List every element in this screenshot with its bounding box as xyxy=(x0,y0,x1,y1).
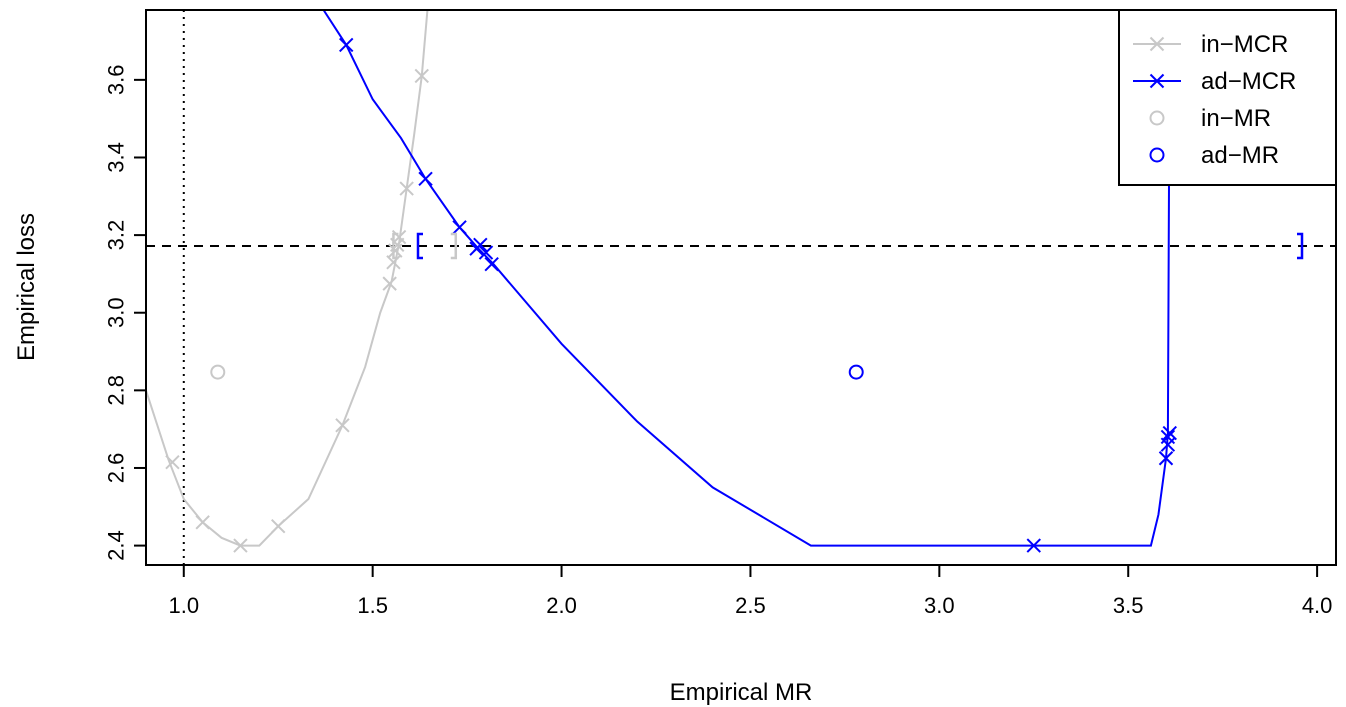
series-point xyxy=(848,364,864,380)
x-tick-label: 2.5 xyxy=(735,593,766,618)
y-tick-label: 3.4 xyxy=(104,142,129,173)
legend-marker xyxy=(1149,147,1165,163)
legend: in−MCR ad−MCR in−MR ad−MR xyxy=(1118,9,1337,186)
series-marker xyxy=(382,276,397,291)
series-marker xyxy=(484,257,499,272)
y-tick-label: 2.4 xyxy=(104,530,129,561)
x-tick-label: 4.0 xyxy=(1302,593,1333,618)
y-tick-label: 3.0 xyxy=(104,297,129,328)
series-marker xyxy=(335,418,350,433)
interval-1 xyxy=(416,232,1304,260)
marker-stroke xyxy=(452,220,467,235)
marker-stroke xyxy=(339,37,354,53)
series-marker xyxy=(1160,429,1176,445)
y-tick-label: 3.6 xyxy=(104,65,129,96)
legend-label: ad−MR xyxy=(1201,142,1279,169)
series-0 xyxy=(146,10,429,553)
legend-item: in−MCR xyxy=(1133,31,1288,58)
series-marker xyxy=(271,518,286,534)
x-tick-label: 3.5 xyxy=(1113,593,1144,618)
series-3 xyxy=(848,364,864,380)
plot-clip-group xyxy=(146,10,1336,565)
marker-stroke xyxy=(473,237,488,253)
series-marker xyxy=(233,538,248,553)
marker-stroke xyxy=(1160,429,1176,445)
x-axis-title: Empirical MR xyxy=(670,679,813,706)
series-1 xyxy=(322,10,1177,553)
legend-item: ad−MR xyxy=(1149,142,1279,169)
marker-stroke xyxy=(1149,73,1165,89)
x-axis: 1.0 1.5 2.0 2.5 3.0 3.5 4.0 xyxy=(168,564,1333,618)
marker-stroke xyxy=(1149,36,1165,52)
series-marker xyxy=(1162,425,1177,441)
x-tick-label: 1.0 xyxy=(168,593,199,618)
marker-stroke xyxy=(1026,538,1041,553)
y-tick-label: 3.2 xyxy=(104,220,129,251)
series-marker xyxy=(399,181,414,196)
plot-area xyxy=(146,10,1336,565)
marker-stroke xyxy=(414,68,429,84)
marker-stroke xyxy=(271,518,286,534)
marker-stroke xyxy=(195,515,210,530)
legend-item: ad−MCR xyxy=(1133,68,1296,95)
legend-marker xyxy=(1149,36,1165,52)
series-marker xyxy=(414,68,429,84)
y-axis-title: Empirical loss xyxy=(13,213,40,361)
marker-stroke xyxy=(391,229,407,245)
series-marker xyxy=(478,245,494,260)
interval-bracket-left xyxy=(416,232,423,260)
series-marker xyxy=(195,515,210,530)
x-tick-label: 1.5 xyxy=(357,593,388,618)
series-marker xyxy=(1158,451,1174,466)
marker-stroke xyxy=(418,171,433,187)
marker-stroke xyxy=(478,245,494,260)
series-marker xyxy=(165,454,180,470)
marker-stroke xyxy=(1162,425,1177,441)
marker-stroke xyxy=(165,454,180,470)
series-marker xyxy=(418,171,433,187)
legend-box xyxy=(1118,9,1337,186)
marker-stroke xyxy=(233,538,248,553)
interval-0 xyxy=(392,232,458,260)
marker-stroke xyxy=(382,276,397,291)
legend-marker xyxy=(1149,73,1165,89)
series-line xyxy=(322,10,1171,547)
interval-bracket-right xyxy=(450,232,458,260)
legend-label: ad−MCR xyxy=(1201,68,1296,95)
marker-stroke xyxy=(399,181,414,196)
y-tick-label: 2.6 xyxy=(104,453,129,484)
interval-bracket-right xyxy=(1297,232,1304,260)
series-marker xyxy=(339,37,354,53)
series-marker xyxy=(473,237,488,253)
marker-stroke xyxy=(484,257,499,272)
legend-label: in−MR xyxy=(1201,105,1271,132)
series-point xyxy=(210,364,226,380)
legend-item: in−MR xyxy=(1149,105,1271,132)
series-marker xyxy=(452,220,467,235)
x-tick-label: 3.0 xyxy=(924,593,955,618)
marker-stroke xyxy=(335,418,350,433)
series-marker xyxy=(391,229,407,245)
x-tick-label: 2.0 xyxy=(546,593,577,618)
marker-stroke xyxy=(1158,451,1174,466)
y-axis: 2.4 2.6 2.8 3.0 3.2 3.4 3.6 xyxy=(104,65,146,561)
interval-bracket-left xyxy=(392,232,399,260)
y-tick-label: 2.8 xyxy=(104,375,129,406)
series-2 xyxy=(210,364,226,380)
legend-label: in−MCR xyxy=(1201,31,1288,58)
series-marker xyxy=(1026,538,1041,553)
legend-marker xyxy=(1149,110,1165,126)
